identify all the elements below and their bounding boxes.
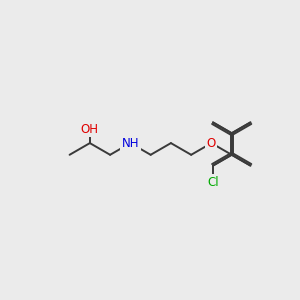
Text: OH: OH	[81, 123, 99, 136]
Text: NH: NH	[122, 136, 139, 150]
Text: O: O	[207, 136, 216, 150]
Text: Cl: Cl	[207, 176, 219, 189]
